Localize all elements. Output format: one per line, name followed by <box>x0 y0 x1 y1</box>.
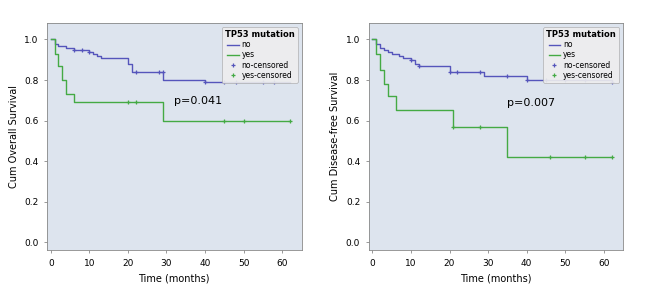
Y-axis label: Cum Disease-free Survival: Cum Disease-free Survival <box>330 72 340 201</box>
Text: p=0.007: p=0.007 <box>507 98 555 108</box>
X-axis label: Time (months): Time (months) <box>460 273 531 283</box>
X-axis label: Time (months): Time (months) <box>139 273 210 283</box>
Legend: no, yes, no-censored, yes-censored: no, yes, no-censored, yes-censored <box>543 27 619 83</box>
Y-axis label: Cum Overall Survival: Cum Overall Survival <box>9 85 19 188</box>
Text: p=0.041: p=0.041 <box>174 96 222 106</box>
Legend: no, yes, no-censored, yes-censored: no, yes, no-censored, yes-censored <box>222 27 297 83</box>
